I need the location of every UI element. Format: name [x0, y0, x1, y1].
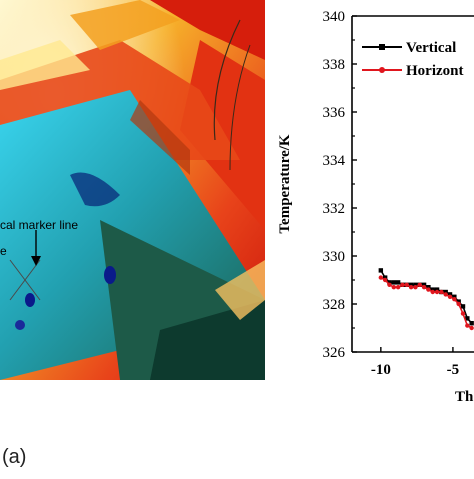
y-tick-label: 336 [323, 105, 346, 121]
data-point-vertical [469, 321, 474, 326]
data-point-horizont [430, 289, 435, 295]
legend-label: Horizont [406, 63, 464, 79]
data-point-horizont [421, 285, 427, 290]
data-point-horizont [426, 287, 431, 292]
data-point-horizont [382, 277, 388, 283]
chart-series-layer [378, 268, 474, 331]
data-point-horizont [456, 301, 461, 307]
data-point-vertical [408, 282, 414, 287]
data-point-vertical [460, 304, 466, 309]
y-tick-label: 326 [323, 345, 346, 361]
x-tick-label: -10 [371, 362, 391, 378]
data-point-horizont [465, 323, 470, 328]
data-point-vertical [430, 287, 435, 292]
data-point-vertical [447, 292, 453, 297]
y-tick-label: 330 [323, 249, 346, 265]
data-point-horizont [452, 297, 457, 302]
data-point-horizont [413, 285, 418, 290]
panel-label: (a) [2, 446, 27, 468]
x-tick-label: -5 [447, 362, 460, 378]
data-point-horizont [391, 285, 397, 290]
data-point-horizont [387, 282, 392, 287]
other-annotation: e [0, 244, 7, 258]
data-point-vertical [391, 280, 397, 285]
data-point-vertical [452, 294, 457, 299]
thermal-image: cal marker line e [0, 0, 265, 380]
data-point-horizont [439, 289, 444, 295]
y-tick-label: 328 [323, 297, 346, 313]
thermal-image-art [0, 0, 265, 380]
data-point-vertical [421, 282, 427, 287]
legend-marker [379, 67, 385, 73]
data-point-vertical [378, 268, 384, 273]
temperature-chart: 326 328 330 332 334 336 338 340 -10 -5 Temperature… [265, 0, 474, 474]
data-point-vertical [387, 280, 392, 285]
data-point-vertical [426, 285, 431, 290]
chart-axes: 326 328 330 332 334 336 338 340 -10 -5 Temperature… [277, 9, 474, 405]
data-point-horizont [443, 292, 448, 297]
data-point-horizont [447, 294, 453, 299]
data-point-horizont [404, 282, 409, 287]
data-point-vertical [434, 287, 440, 292]
data-point-horizont [434, 289, 440, 295]
data-point-horizont [469, 325, 474, 331]
legend-label: Vertical [406, 40, 456, 56]
data-point-horizont [400, 282, 405, 287]
data-point-horizont [460, 311, 466, 316]
marker-arrow-head [31, 256, 41, 266]
data-point-vertical [382, 275, 388, 280]
y-tick-label: 338 [323, 57, 346, 73]
y-tick-label: 334 [323, 153, 346, 169]
data-point-horizont [395, 285, 401, 290]
chart-legend: Vertical Horizont [362, 40, 464, 79]
marker-line-annotation: cal marker line [0, 218, 79, 232]
data-point-vertical [443, 289, 448, 295]
series-line-vertical [380, 269, 473, 324]
data-point-horizont [417, 282, 422, 287]
y-axis-label: Temperature/K [277, 134, 293, 233]
data-point-horizont [408, 285, 414, 290]
data-point-vertical [465, 316, 470, 321]
legend-marker [379, 44, 385, 50]
x-axis-label: Th [455, 389, 474, 405]
data-point-vertical [456, 299, 461, 304]
chart-svg: 326 328 330 332 334 336 338 340 -10 -5 Temperature… [277, 9, 474, 405]
y-tick-label: 340 [323, 9, 346, 25]
data-point-horizont [378, 275, 384, 280]
data-point-vertical [413, 282, 418, 287]
y-tick-label: 332 [323, 201, 346, 217]
data-point-vertical [395, 280, 401, 285]
